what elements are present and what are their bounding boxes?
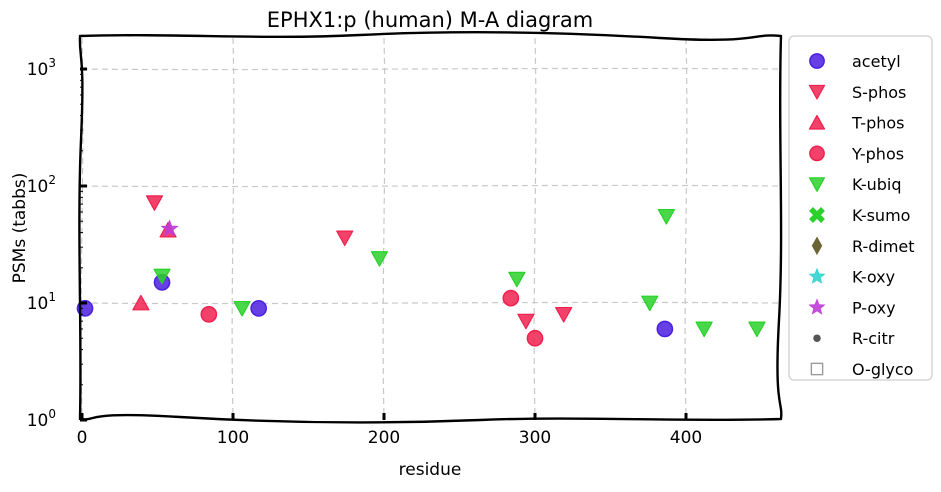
data-point-acetyl	[250, 300, 268, 317]
legend-label: O-glyco	[852, 360, 913, 379]
y-axis-label: PSMs (tabbs)	[10, 173, 30, 284]
legend-item-S-phos: S-phos	[808, 83, 906, 102]
data-point-Y-phos	[526, 329, 544, 347]
legend-label: K-sumo	[852, 206, 910, 225]
legend-marker-R-citr	[813, 334, 821, 342]
data-point-S-phos	[145, 195, 164, 211]
data-point-K-ubiq	[508, 271, 526, 288]
y-tick-label: 102	[27, 173, 56, 197]
legend-box	[788, 35, 933, 381]
plot-frame	[78, 30, 783, 424]
data-point-K-ubiq	[695, 321, 713, 338]
series-T-phos	[132, 221, 177, 311]
legend-label: S-phos	[852, 83, 906, 102]
legend-label: T-phos	[851, 114, 905, 133]
series-Y-phos	[200, 289, 544, 347]
data-point-acetyl	[656, 320, 674, 338]
legend-item-acetyl: acetyl	[809, 52, 901, 71]
legend-label: R-dimet	[852, 237, 915, 256]
legend-label: acetyl	[852, 52, 901, 71]
y-tick-label: 101	[27, 290, 56, 314]
data-point-T-phos	[132, 294, 150, 311]
x-axis-label: residue	[399, 460, 462, 480]
chart-title: EPHX1:p (human) M-A diagram	[267, 8, 593, 32]
grid	[80, 37, 779, 419]
axis-ticks: 0 100 200 300 400 100 101 102 103	[27, 56, 703, 448]
x-tick-label: 400	[670, 428, 702, 448]
y-tick-label: 100	[27, 407, 56, 431]
legend-item-T-phos: T-phos	[808, 114, 905, 133]
x-gridline	[231, 37, 235, 419]
y-gridline	[81, 301, 779, 305]
y-gridline	[81, 67, 779, 71]
y-gridline	[81, 184, 779, 188]
x-tick-label: 0	[77, 428, 88, 448]
data-point-K-ubiq	[233, 300, 251, 317]
series-P-oxy	[160, 219, 179, 237]
legend-marker-Y-phos	[809, 145, 825, 162]
legend-marker-O-glyco	[810, 362, 824, 376]
series-acetyl	[76, 274, 674, 338]
y-tick-label: 103	[27, 56, 56, 80]
data-point-S-phos	[555, 306, 573, 323]
legend-label: K-ubiq	[852, 175, 901, 194]
x-gridline	[684, 37, 688, 419]
data-point-K-ubiq	[641, 295, 659, 312]
legend-marker-S-phos	[808, 84, 826, 100]
x-gridline	[382, 37, 386, 419]
data-point-Y-phos	[200, 305, 218, 323]
x-gridline	[533, 37, 537, 419]
legend-label: Y-phos	[851, 144, 904, 163]
data-point-S-phos	[517, 313, 535, 330]
legend-marker-K-oxy	[808, 267, 826, 284]
legend-item-R-citr: R-citr	[813, 329, 895, 348]
legend-marker-K-ubiq	[808, 177, 826, 192]
data-point-S-phos	[336, 230, 354, 247]
legend-marker-T-phos	[808, 114, 826, 130]
data-point-K-ubiq	[657, 208, 675, 225]
legend-item-O-glyco: O-glyco	[810, 360, 913, 379]
legend-item-R-dimet: R-dimet	[811, 236, 915, 256]
data-point-K-ubiq	[370, 251, 389, 267]
legend-marker-K-sumo	[809, 207, 825, 223]
data-points	[76, 195, 766, 347]
data-point-P-oxy	[160, 219, 179, 237]
legend: acetyl S-phos T-phos Y-phos K-ubiq K-sumo R-di…	[788, 35, 933, 381]
legend-label: R-citr	[852, 329, 895, 348]
data-point-Y-phos	[502, 289, 520, 307]
legend-item-Y-phos: Y-phos	[809, 144, 904, 163]
x-tick-label: 100	[217, 428, 249, 448]
data-point-K-ubiq	[748, 321, 766, 338]
series-K-ubiq	[153, 208, 766, 338]
series-S-phos	[145, 195, 573, 330]
legend-label: P-oxy	[852, 298, 896, 317]
legend-marker-acetyl	[809, 53, 825, 69]
x-gridline	[80, 37, 84, 419]
x-tick-label: 300	[519, 428, 551, 448]
legend-item-K-sumo: K-sumo	[809, 206, 910, 225]
legend-item-K-oxy: K-oxy	[808, 267, 895, 287]
legend-item-P-oxy: P-oxy	[808, 298, 896, 317]
legend-marker-P-oxy	[808, 298, 826, 315]
data-point-K-ubiq	[153, 268, 171, 285]
legend-marker-R-dimet	[811, 236, 823, 256]
x-tick-label: 200	[368, 428, 400, 448]
legend-item-K-ubiq: K-ubiq	[808, 175, 901, 194]
legend-label: K-oxy	[852, 268, 895, 287]
